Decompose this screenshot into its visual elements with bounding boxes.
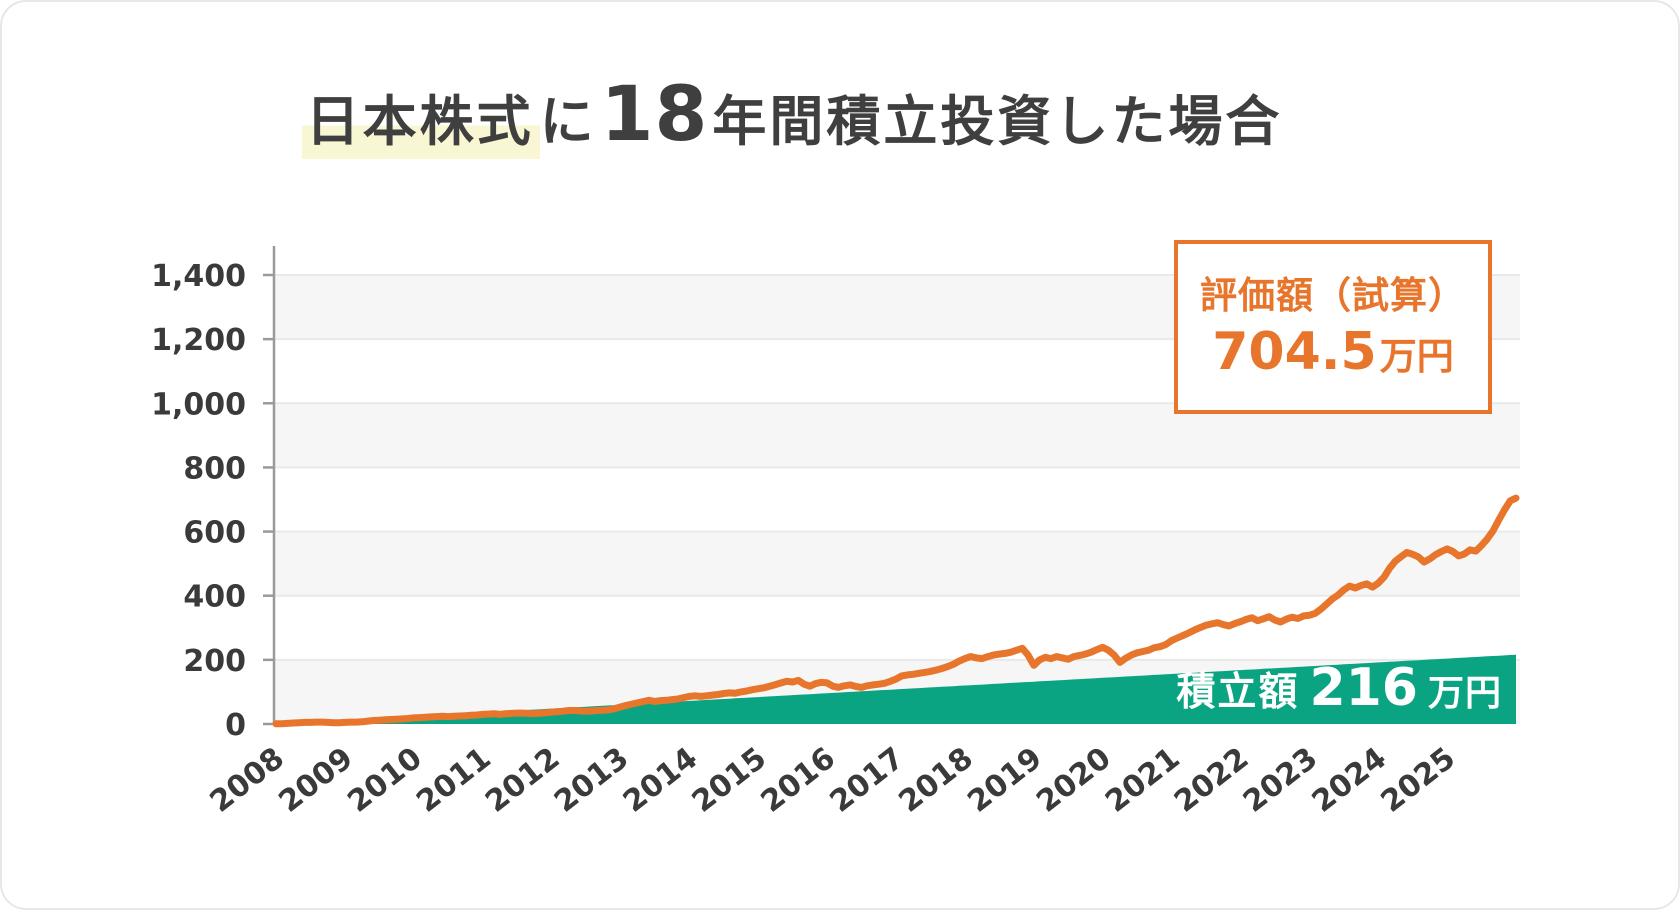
x-year-label: 2008 xyxy=(204,741,291,820)
title-years-number: 18 xyxy=(600,69,709,158)
x-year-label: 2017 xyxy=(824,741,911,820)
contribution-label-text: 積立額 xyxy=(1176,670,1300,715)
grid-band xyxy=(274,531,1520,596)
valuation-line xyxy=(272,494,1520,728)
x-year-label: 2024 xyxy=(1306,741,1393,820)
y-tick-label: 400 xyxy=(183,580,246,615)
contribution-area xyxy=(276,654,1516,724)
x-year-label: 2010 xyxy=(341,741,428,820)
y-tick-label: 1,000 xyxy=(151,387,246,422)
contribution-value: 216 xyxy=(1309,658,1418,718)
x-year-label: 2016 xyxy=(755,741,842,820)
y-tick-label: 1,200 xyxy=(151,323,246,358)
page-title: 日本株式 に18年間積立投資した場合 xyxy=(2,76,1582,159)
x-year-label: 2023 xyxy=(1237,741,1324,820)
title-suffix: 年間積立投資した場合 xyxy=(712,90,1283,153)
x-year-label: 2013 xyxy=(548,741,635,820)
valuation-annotation-box: 評価額（試算） 704.5 万円 xyxy=(1174,240,1492,414)
x-year-label: 2018 xyxy=(892,741,979,820)
x-year-label: 2015 xyxy=(686,741,773,820)
contribution-unit: 万円 xyxy=(1427,673,1502,714)
x-year-label: 2025 xyxy=(1375,741,1462,820)
title-highlighted-text: 日本株式 xyxy=(301,95,540,159)
contribution-area-label: 積立額 216 万円 xyxy=(1176,662,1502,714)
x-year-label: 2011 xyxy=(410,741,497,820)
valuation-value: 704.5 xyxy=(1212,321,1377,382)
y-tick-label: 1,400 xyxy=(151,259,246,294)
y-tick-label: 600 xyxy=(183,516,246,551)
title-particle: に xyxy=(539,90,597,153)
x-year-label: 2022 xyxy=(1168,741,1255,820)
x-year-label: 2009 xyxy=(272,741,359,820)
x-year-label: 2019 xyxy=(961,741,1048,820)
x-year-label: 2012 xyxy=(479,741,566,820)
valuation-unit: 万円 xyxy=(1379,334,1454,378)
x-year-label: 2021 xyxy=(1099,741,1186,820)
x-year-label: 2020 xyxy=(1030,741,1117,820)
y-tick-label: 800 xyxy=(183,451,246,486)
valuation-value-row: 704.5 万円 xyxy=(1212,326,1453,378)
x-year-label: 2014 xyxy=(617,741,704,820)
y-tick-label: 0 xyxy=(225,708,246,743)
valuation-label: 評価額（試算） xyxy=(1200,273,1466,317)
y-tick-label: 200 xyxy=(183,644,246,679)
